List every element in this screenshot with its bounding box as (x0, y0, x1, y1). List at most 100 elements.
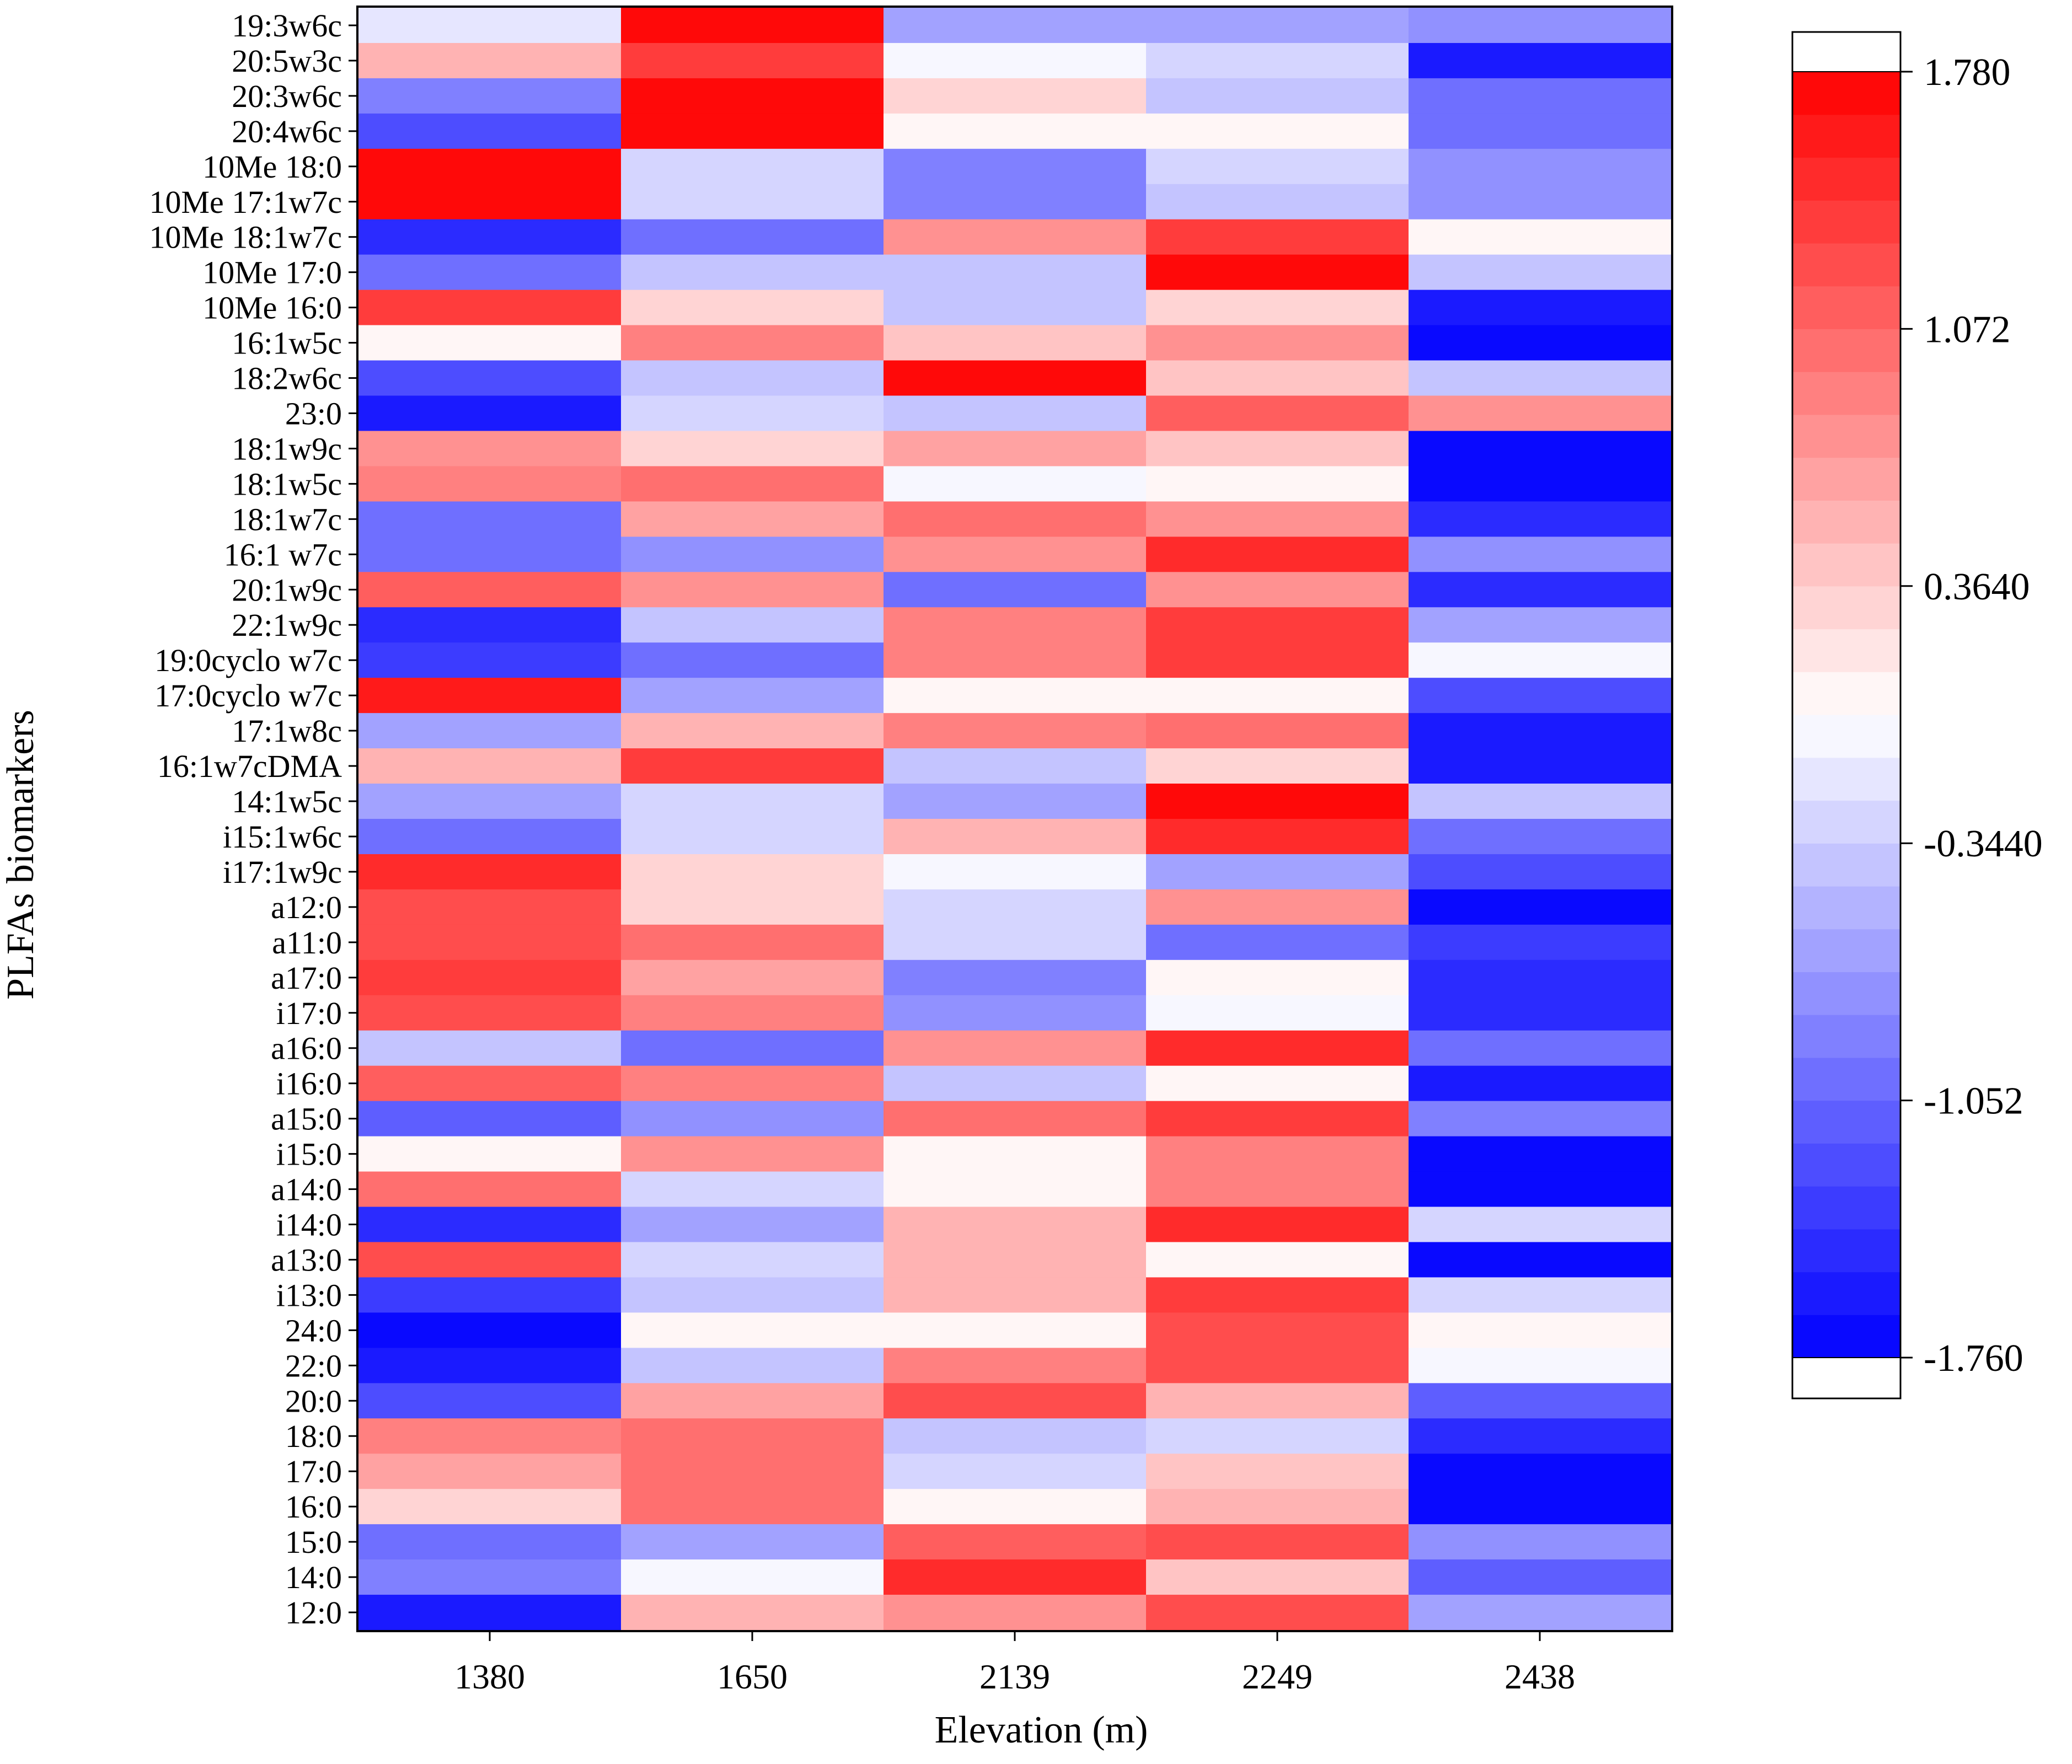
y-tick-label: 18:1w9c (232, 431, 342, 467)
y-tick-label: 18:1w5c (232, 466, 342, 502)
y-tick-label: a13:0 (271, 1242, 342, 1278)
heatmap-cell (621, 713, 884, 749)
heatmap-cell (884, 713, 1147, 749)
colorbar-level (1792, 929, 1900, 972)
y-tick-label: 10Me 18:0 (202, 149, 342, 185)
heatmap-cell (884, 184, 1147, 220)
y-tick-label: 14:0 (285, 1559, 342, 1595)
heatmap-cell (621, 501, 884, 537)
heatmap-cell (621, 1348, 884, 1384)
heatmap-cell (1146, 289, 1409, 326)
heatmap-cell (884, 1595, 1147, 1631)
heatmap-cell (621, 1171, 884, 1208)
heatmap-cell (884, 1348, 1147, 1384)
heatmap-cell (1146, 1136, 1409, 1172)
heatmap-cell (1409, 1454, 1672, 1489)
colorbar-level (1792, 114, 1900, 158)
heatmap-cell (884, 1454, 1147, 1489)
colorbar-level (1792, 1186, 1900, 1230)
heatmap-cell (358, 42, 622, 79)
colorbar-level (1792, 800, 1900, 844)
heatmap-cell (1146, 537, 1409, 572)
colorbar-level (1792, 757, 1900, 801)
heatmap-cell (1146, 995, 1409, 1031)
heatmap-cell (358, 8, 622, 44)
heatmap-cell (884, 1524, 1147, 1560)
heatmap-cell (1146, 1312, 1409, 1348)
heatmap-cell (621, 1383, 884, 1419)
heatmap-cells (358, 8, 1672, 1631)
heatmap-cell (358, 1559, 622, 1595)
colorbar-level (1792, 543, 1900, 587)
heatmap-cell (358, 1171, 622, 1208)
heatmap-cell (1409, 325, 1672, 361)
heatmap-cell (621, 8, 884, 44)
heatmap-cell (358, 995, 622, 1031)
heatmap-cell (884, 1171, 1147, 1208)
heatmap-cell (621, 78, 884, 114)
heatmap-cell (1146, 1418, 1409, 1454)
colorbar-level (1792, 886, 1900, 930)
y-tick-label: 10Me 18:1w7c (149, 219, 342, 255)
colorbar-level (1792, 843, 1900, 887)
heatmap-cell (358, 1489, 622, 1525)
heatmap-cell (621, 1595, 884, 1631)
colorbar-level (1792, 329, 1900, 372)
colorbar-extension-top (1792, 32, 1900, 72)
y-tick-label: 20:5w3c (232, 43, 342, 79)
heatmap-cell (1146, 784, 1409, 819)
y-tick-label: 10Me 17:0 (202, 255, 342, 291)
heatmap-cell (884, 889, 1147, 925)
heatmap-cell (1409, 854, 1672, 890)
heatmap-cell (1409, 1171, 1672, 1208)
heatmap-cell (884, 678, 1147, 714)
colorbar-level (1792, 1315, 1900, 1358)
y-tick-label: 10Me 16:0 (202, 290, 342, 326)
y-tick-label: i17:1w9c (223, 854, 342, 890)
heatmap-cell (884, 1559, 1147, 1595)
heatmap-cell (884, 78, 1147, 114)
heatmap-cell (1146, 748, 1409, 784)
heatmap-cell (621, 219, 884, 255)
heatmap-cell (358, 113, 622, 149)
colorbar-tick-label: -1.052 (1924, 1080, 2023, 1123)
heatmap-cell (1146, 8, 1409, 44)
y-tick-label: 20:0 (285, 1383, 342, 1419)
heatmap-cell (1146, 395, 1409, 432)
heatmap-cell (1409, 219, 1672, 255)
heatmap-cell (621, 289, 884, 326)
heatmap-cell (358, 78, 622, 114)
heatmap-cell (884, 8, 1147, 44)
heatmap-cell (621, 325, 884, 361)
heatmap-cell (1409, 1348, 1672, 1384)
heatmap-cell (884, 325, 1147, 361)
colorbar-level (1792, 1143, 1900, 1187)
heatmap-cell (1146, 1242, 1409, 1278)
heatmap-cell (884, 219, 1147, 255)
heatmap-cell (358, 854, 622, 890)
colorbar-level (1792, 372, 1900, 415)
heatmap-cell (1409, 395, 1672, 432)
colorbar-level (1792, 672, 1900, 715)
heatmap-cell (358, 325, 622, 361)
heatmap-cell (358, 431, 622, 467)
heatmap-cell (621, 395, 884, 432)
heatmap-cell (884, 854, 1147, 890)
x-tick-label: 1380 (454, 1657, 525, 1696)
y-tick-label: 20:4w6c (232, 114, 342, 149)
heatmap-cell (1146, 219, 1409, 255)
heatmap-cell (621, 148, 884, 185)
colorbar-level (1792, 457, 1900, 501)
y-tick-label: i17:0 (276, 995, 342, 1031)
heatmap-cell (358, 466, 622, 502)
colorbar-level (1792, 1272, 1900, 1315)
heatmap-cell (1146, 889, 1409, 925)
heatmap-cell (621, 959, 884, 996)
y-tick-label: a11:0 (272, 925, 342, 961)
y-tick-label: i15:1w6c (223, 819, 342, 855)
heatmap-cell (621, 113, 884, 149)
heatmap-cell (1409, 784, 1672, 819)
y-tick-label: a14:0 (271, 1172, 342, 1208)
heatmap-cell (621, 537, 884, 572)
